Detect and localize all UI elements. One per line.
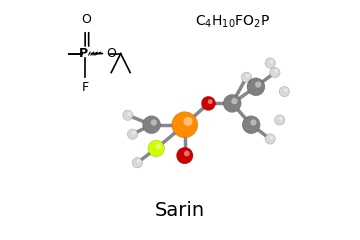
Circle shape (132, 157, 143, 168)
Circle shape (246, 74, 249, 78)
Circle shape (156, 144, 161, 149)
Text: P: P (79, 47, 89, 60)
Circle shape (148, 140, 165, 157)
Circle shape (184, 117, 193, 126)
Text: C$_4$H$_{10}$FO$_2$P: C$_4$H$_{10}$FO$_2$P (194, 13, 270, 30)
Circle shape (284, 88, 288, 92)
Circle shape (255, 81, 261, 88)
Circle shape (270, 136, 273, 139)
Circle shape (143, 116, 161, 134)
Circle shape (201, 96, 216, 110)
Circle shape (150, 119, 157, 126)
Circle shape (231, 98, 238, 104)
Circle shape (123, 110, 133, 120)
Circle shape (270, 67, 280, 78)
Text: Sarin: Sarin (155, 201, 205, 220)
Circle shape (127, 129, 138, 139)
Circle shape (176, 147, 193, 164)
Circle shape (274, 69, 278, 73)
Circle shape (223, 94, 241, 112)
Text: O: O (107, 47, 116, 60)
Circle shape (265, 134, 275, 144)
Circle shape (247, 78, 265, 96)
Text: F: F (82, 81, 89, 94)
Circle shape (242, 116, 260, 134)
Circle shape (132, 131, 136, 135)
Circle shape (127, 112, 131, 116)
Circle shape (270, 60, 273, 64)
Circle shape (250, 119, 257, 126)
Circle shape (208, 99, 213, 104)
Circle shape (241, 72, 252, 83)
Circle shape (172, 112, 198, 138)
Circle shape (184, 151, 190, 156)
Text: O: O (81, 13, 91, 26)
Circle shape (279, 117, 283, 120)
Circle shape (265, 58, 275, 68)
Circle shape (274, 115, 285, 125)
Circle shape (279, 86, 289, 97)
Circle shape (137, 160, 140, 163)
